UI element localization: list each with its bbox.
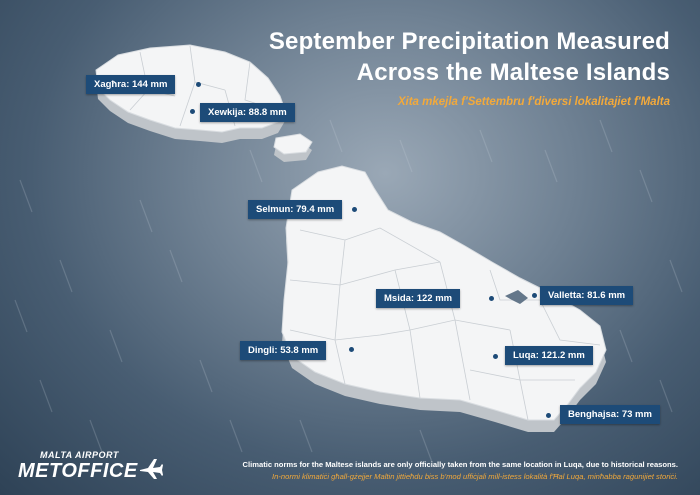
page-title: September Precipitation Measured Across … [269, 26, 670, 88]
logo-bottom-text: METOFFICE [18, 460, 138, 482]
station-dot-luqa [493, 354, 498, 359]
station-label-xewkija[interactable]: Xewkija: 88.8 mm [200, 103, 295, 122]
metoffice-logo: MALTA AIRPORT METOFFICE [18, 450, 138, 481]
station-dot-valletta [532, 293, 537, 298]
footnote-maltese: In-normi klimatiċi għall-gżejjer Maltin … [272, 472, 678, 481]
station-dot-xewkija [190, 109, 195, 114]
station-label-dingli[interactable]: Dingli: 53.8 mm [240, 341, 327, 360]
logo-top-text: MALTA AIRPORT [40, 450, 119, 460]
station-dot-msida [489, 296, 494, 301]
airplane-icon [140, 459, 163, 479]
title-line-2: Across the Maltese Islands [356, 59, 670, 86]
footnote: Climatic norms for the Maltese islands a… [243, 459, 678, 483]
station-label-msida[interactable]: Msida: 122 mm [376, 289, 461, 308]
station-label-xaghra[interactable]: Xagħra: 144 mm [86, 75, 176, 94]
gozo-island [95, 44, 286, 143]
station-label-valletta[interactable]: Valletta: 81.6 mm [540, 286, 634, 305]
station-label-selmun[interactable]: Selmun: 79.4 mm [248, 200, 343, 219]
station-dot-dingli [349, 347, 354, 352]
grand-harbour [505, 290, 528, 304]
station-dot-benghajsa [546, 413, 551, 418]
station-label-benghajsa[interactable]: Benghajsa: 73 mm [560, 405, 660, 424]
comino-island [273, 133, 313, 162]
station-dot-selmun [352, 207, 357, 212]
title-line-1: September Precipitation Measured [268, 28, 670, 55]
footnote-english: Climatic norms for the Maltese islands a… [242, 460, 678, 469]
station-dot-xaghra [196, 82, 201, 87]
station-label-luqa[interactable]: Luqa: 121.2 mm [505, 346, 593, 365]
page-subtitle: Xita mkejla f'Settembru f'diversi lokali… [397, 96, 670, 108]
